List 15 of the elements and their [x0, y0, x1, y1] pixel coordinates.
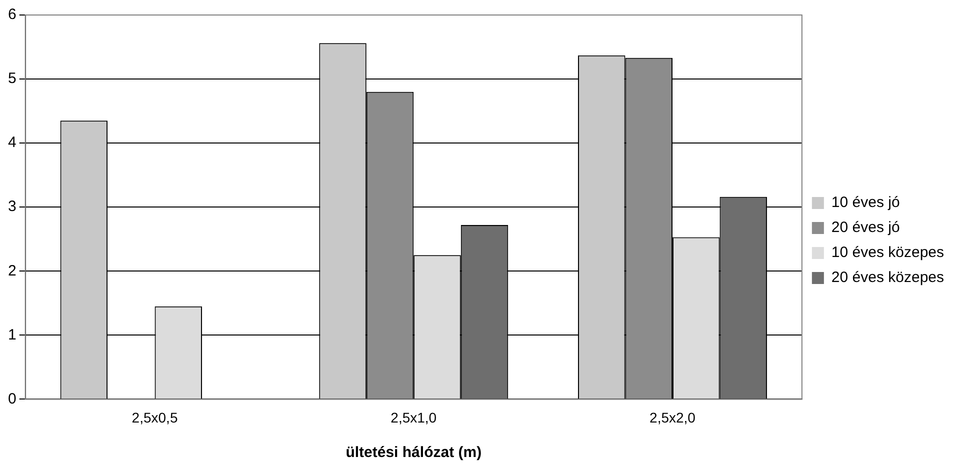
legend-label: 10 éves közepes	[831, 244, 944, 262]
y-tick-label: 3	[8, 198, 16, 216]
y-tick-label: 1	[8, 326, 16, 344]
legend-label: 20 éves közepes	[831, 269, 944, 286]
x-tick-label: 2,5x0,5	[132, 409, 178, 426]
y-tick-label: 6	[8, 6, 16, 24]
legend-label: 20 éves jó	[831, 219, 900, 236]
y-tick-label: 4	[8, 134, 16, 152]
x-axis-title: ültetési hálózat (m)	[346, 444, 482, 462]
y-tick-label: 2	[8, 262, 16, 280]
y-tick-label: 5	[8, 70, 16, 88]
legend-label: 10 éves jó	[831, 194, 900, 212]
x-tick-label: 2,5x2,0	[650, 409, 696, 426]
y-tick-label: 0	[8, 390, 16, 408]
x-tick-label: 2,5x1,0	[390, 409, 437, 426]
